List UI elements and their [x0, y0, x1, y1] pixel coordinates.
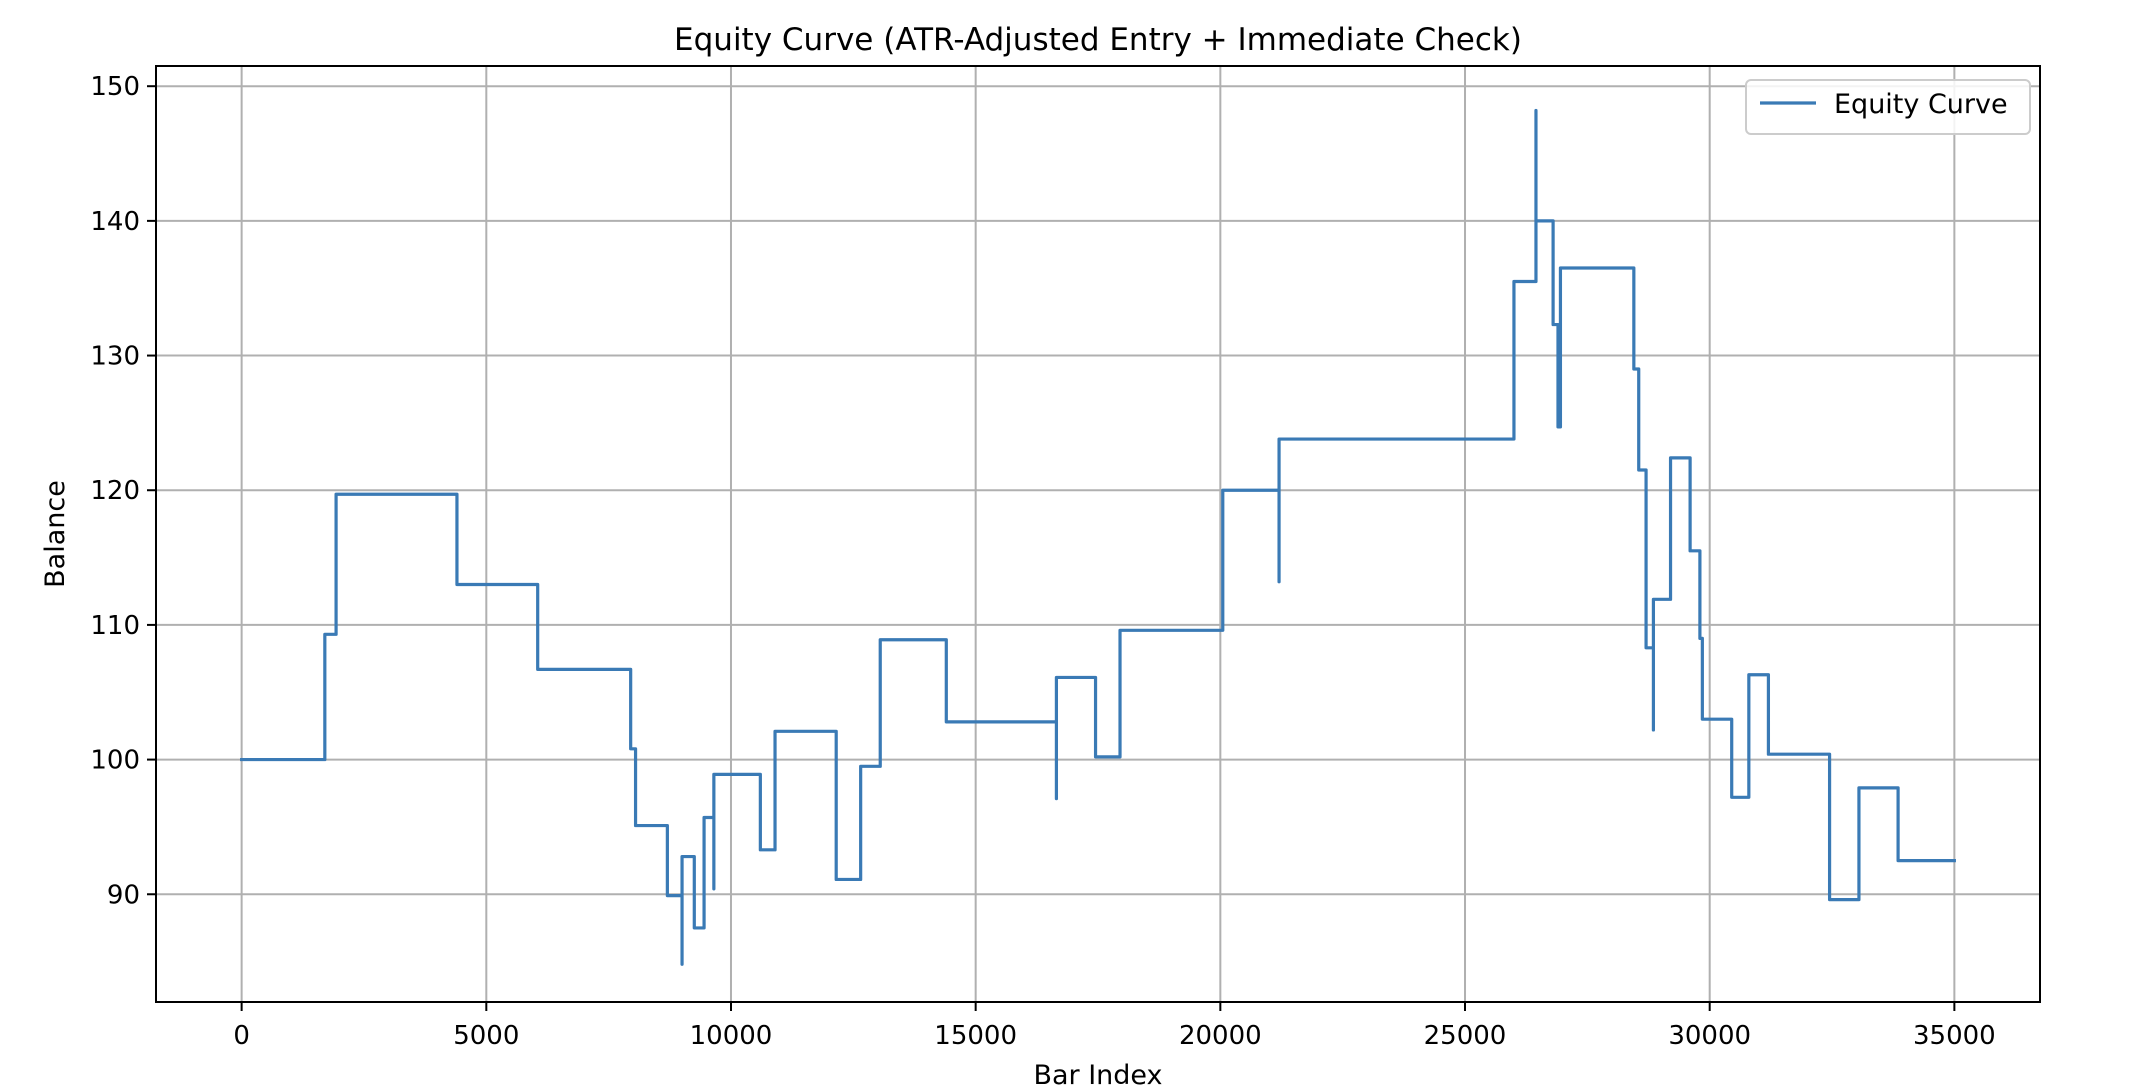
x-tick-label: 15000 — [934, 1021, 1017, 1051]
x-tick-label: 10000 — [690, 1021, 773, 1051]
x-tick-label: 25000 — [1424, 1021, 1507, 1051]
x-axis-label: Bar Index — [1033, 1060, 1162, 1088]
y-tick-label: 150 — [90, 72, 140, 102]
y-tick-label: 110 — [90, 611, 140, 641]
y-tick-label: 140 — [90, 207, 140, 237]
plot-frame — [155, 65, 2041, 1003]
series-line-equity-curve — [240, 108, 1956, 966]
y-tick-label: 100 — [90, 746, 140, 776]
x-tick-label: 20000 — [1179, 1021, 1262, 1051]
y-tick-label: 90 — [107, 880, 140, 910]
y-axis-ticks: 90 100 110 120 130 140 150 — [90, 72, 156, 910]
x-tick-label: 35000 — [1913, 1021, 1996, 1051]
x-axis-ticks: 0 5000 10000 15000 20000 25000 30000 35000 — [233, 1002, 1996, 1051]
y-axis-label: Balance — [40, 480, 71, 588]
legend-label: Equity Curve — [1834, 89, 2008, 120]
x-tick-label: 5000 — [453, 1021, 519, 1051]
y-tick-label: 130 — [90, 342, 140, 372]
x-tick-label: 0 — [233, 1021, 250, 1051]
legend: Equity Curve — [1745, 79, 2031, 135]
series-layer — [240, 108, 1956, 966]
grid — [156, 66, 2040, 1002]
legend-box — [1745, 79, 2031, 135]
chart-title: Equity Curve (ATR-Adjusted Entry + Immed… — [674, 22, 1522, 58]
x-tick-label: 30000 — [1668, 1021, 1751, 1051]
y-tick-label: 120 — [90, 476, 140, 506]
